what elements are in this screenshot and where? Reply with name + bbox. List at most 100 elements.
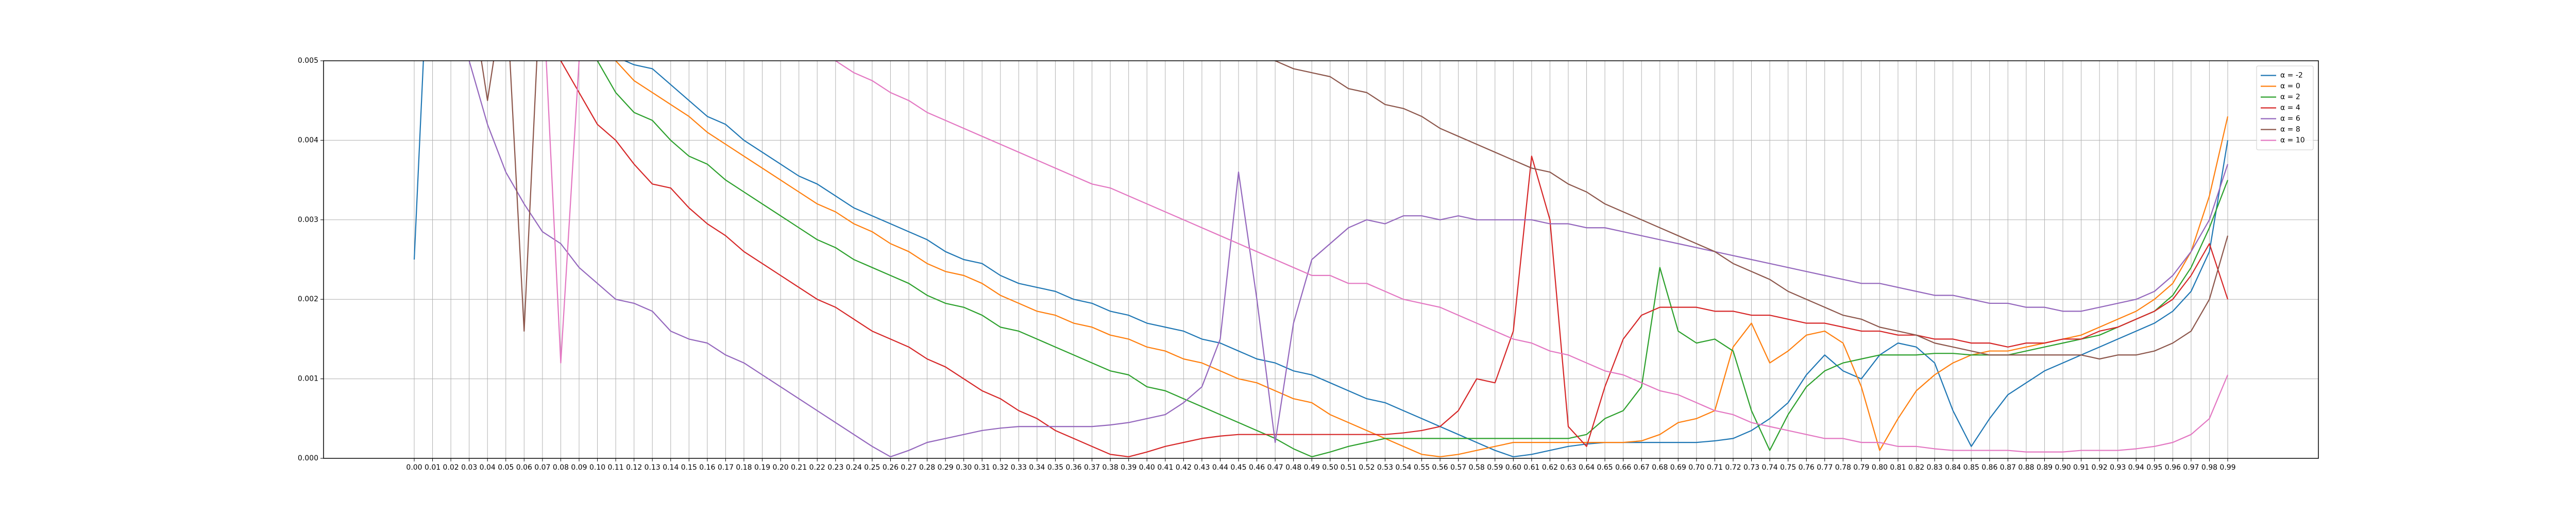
plot-area xyxy=(413,61,2229,458)
x-tick-label: 0.03 xyxy=(461,464,477,472)
x-tick-label: 0.09 xyxy=(571,464,587,472)
y-tick-label: 0.001 xyxy=(298,375,318,383)
legend-label: α = 0 xyxy=(2280,82,2300,91)
x-tick-label: 0.76 xyxy=(1799,464,1815,472)
series-line xyxy=(546,61,2229,453)
legend-label: α = 6 xyxy=(2280,115,2300,123)
x-tick-label: 0.65 xyxy=(1597,464,1613,472)
x-tick-label: 0.58 xyxy=(1469,464,1485,472)
x-tick-label: 0.54 xyxy=(1395,464,1411,472)
legend-label: α = 4 xyxy=(2280,104,2300,112)
series-line xyxy=(560,61,2229,458)
x-tick-label: 0.87 xyxy=(2000,464,2016,472)
x-tick-label: 0.63 xyxy=(1560,464,1576,472)
x-tick-label: 0.40 xyxy=(1139,464,1155,472)
x-tick-label: 0.01 xyxy=(425,464,440,472)
x-tick-label: 0.12 xyxy=(626,464,642,472)
legend-box xyxy=(2256,65,2314,150)
x-tick-label: 0.34 xyxy=(1029,464,1045,472)
x-tick-label: 0.93 xyxy=(2110,464,2126,472)
x-tick-label: 0.42 xyxy=(1176,464,1192,472)
x-tick-label: 0.22 xyxy=(809,464,825,472)
x-tick-label: 0.57 xyxy=(1450,464,1466,472)
y-tick-label: 0.005 xyxy=(298,57,318,65)
x-tick-label: 0.05 xyxy=(498,464,514,472)
x-tick-label: 0.79 xyxy=(1853,464,1869,472)
x-tick-label: 0.67 xyxy=(1634,464,1650,472)
x-tick-label: 0.24 xyxy=(846,464,862,472)
x-tick-label: 0.55 xyxy=(1414,464,1430,472)
x-tick-label: 0.20 xyxy=(773,464,789,472)
x-tick-label: 0.99 xyxy=(2219,464,2235,472)
legend-label: α = 2 xyxy=(2280,93,2300,101)
y-tick-label: 0.002 xyxy=(298,295,318,303)
x-tick-label: 0.77 xyxy=(1817,464,1833,472)
x-tick-label: 0.60 xyxy=(1505,464,1521,472)
x-tick-label: 0.15 xyxy=(681,464,697,472)
x-tick-label: 0.70 xyxy=(1688,464,1704,472)
x-tick-label: 0.06 xyxy=(516,464,532,472)
series-line xyxy=(468,61,2229,458)
x-tick-label: 0.18 xyxy=(736,464,752,472)
x-tick-label: 0.98 xyxy=(2201,464,2217,472)
series-line xyxy=(413,61,2229,458)
x-tick-label: 0.74 xyxy=(1762,464,1778,472)
grid xyxy=(324,60,2318,459)
x-tick-label: 0.69 xyxy=(1670,464,1686,472)
x-tick-label: 0.45 xyxy=(1230,464,1246,472)
x-tick-label: 0.61 xyxy=(1523,464,1539,472)
x-tick-label: 0.23 xyxy=(827,464,843,472)
x-tick-label: 0.17 xyxy=(718,464,734,472)
x-tick-label: 0.66 xyxy=(1615,464,1631,472)
x-tick-label: 0.97 xyxy=(2183,464,2199,472)
x-tick-label: 0.35 xyxy=(1047,464,1063,472)
x-tick-label: 0.08 xyxy=(553,464,569,472)
x-tick-label: 0.21 xyxy=(791,464,807,472)
x-tick-label: 0.88 xyxy=(2018,464,2034,472)
x-tick-label: 0.07 xyxy=(534,464,550,472)
y-tick-label: 0.000 xyxy=(298,454,318,462)
x-tick-label: 0.29 xyxy=(938,464,954,472)
series-line xyxy=(615,61,2229,458)
x-tick-label: 0.75 xyxy=(1780,464,1796,472)
x-tick-label: 0.46 xyxy=(1249,464,1265,472)
x-tick-label: 0.32 xyxy=(992,464,1008,472)
x-tick-label: 0.51 xyxy=(1341,464,1357,472)
x-tick-label: 0.04 xyxy=(480,464,496,472)
x-tick-label: 0.80 xyxy=(1872,464,1888,472)
x-tick-label: 0.25 xyxy=(864,464,880,472)
x-tick-label: 0.37 xyxy=(1084,464,1100,472)
x-tick-label: 0.16 xyxy=(699,464,715,472)
x-tick-label: 0.30 xyxy=(956,464,972,472)
x-tick-label: 0.10 xyxy=(589,464,605,472)
y-tick-label: 0.003 xyxy=(298,216,318,224)
x-tick-label: 0.72 xyxy=(1725,464,1741,472)
x-tick-label: 0.14 xyxy=(663,464,679,472)
x-tick-label: 0.48 xyxy=(1285,464,1301,472)
x-tick-label: 0.82 xyxy=(1908,464,1924,472)
x-tick-label: 0.64 xyxy=(1579,464,1595,472)
x-tick-label: 0.41 xyxy=(1157,464,1173,472)
x-tick-label: 0.83 xyxy=(1927,464,1943,472)
x-tick-label: 0.86 xyxy=(1981,464,1997,472)
x-tick-label: 0.89 xyxy=(2037,464,2053,472)
legend-label: α = 8 xyxy=(2280,126,2300,134)
x-tick-label: 0.47 xyxy=(1267,464,1283,472)
x-tick-label: 0.56 xyxy=(1432,464,1448,472)
x-tick-label: 0.43 xyxy=(1194,464,1210,472)
x-tick-label: 0.68 xyxy=(1652,464,1668,472)
x-tick-label: 0.78 xyxy=(1835,464,1851,472)
legend: α = -2 α = 0 α = 2 α = 4 α = 6 α = 8 α = 10 xyxy=(2256,65,2314,150)
x-tick-label: 0.44 xyxy=(1212,464,1228,472)
series-line xyxy=(481,61,2229,360)
x-tick-label: 0.53 xyxy=(1377,464,1393,472)
x-tick-label: 0.00 xyxy=(406,464,422,472)
x-tick-label: 0.62 xyxy=(1542,464,1558,472)
x-tick-label: 0.33 xyxy=(1011,464,1027,472)
y-tick-label: 0.004 xyxy=(298,136,318,144)
x-tick-label: 0.81 xyxy=(1890,464,1906,472)
x-tick-label: 0.71 xyxy=(1707,464,1723,472)
